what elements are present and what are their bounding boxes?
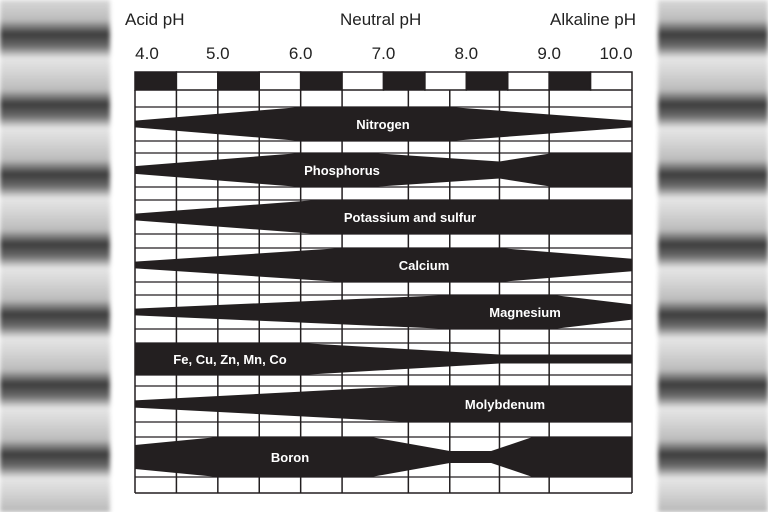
- ruler-segment: [341, 71, 385, 91]
- band-boron: [135, 437, 632, 477]
- blurred-background-left: [0, 0, 110, 512]
- band-label: Potassium and sulfur: [344, 210, 476, 225]
- x-tick-label: 10.0: [599, 44, 633, 63]
- band-label: Boron: [271, 450, 309, 465]
- band-phosphorus: [135, 153, 632, 187]
- band-calcium: [135, 248, 632, 282]
- band-label: Fe, Cu, Zn, Mn, Co: [173, 352, 286, 367]
- ruler-segment: [258, 71, 302, 91]
- band-fe-cu-zn-mn-co: [135, 343, 632, 375]
- ruler-segment: [465, 71, 509, 91]
- ruler-segment: [507, 71, 550, 91]
- band-potassium-and-sulfur: [135, 200, 632, 234]
- ruler-segment: [175, 71, 219, 91]
- ruler-segment: [299, 71, 343, 91]
- x-tick-label: 4.0: [135, 44, 159, 63]
- band-magnesium: [135, 295, 632, 329]
- band-label: Nitrogen: [356, 117, 410, 132]
- x-tick-label: 9.0: [537, 44, 561, 63]
- x-tick-label: 6.0: [288, 44, 313, 63]
- ruler-segment: [589, 71, 633, 91]
- neutral-ph-label: Neutral pH: [340, 10, 422, 29]
- band-molybdenum: [135, 386, 632, 422]
- x-tick-label: 5.0: [206, 44, 230, 63]
- alkaline-ph-label: Alkaline pH: [550, 10, 636, 29]
- band-label: Molybdenum: [465, 397, 545, 412]
- ruler-segment: [424, 71, 468, 91]
- band-label: Calcium: [399, 258, 450, 273]
- band-nitrogen: [135, 107, 632, 141]
- ruler-segment: [217, 71, 260, 91]
- band-label: Phosphorus: [304, 163, 380, 178]
- ruler-segment: [548, 71, 592, 91]
- acid-ph-label: Acid pH: [125, 10, 185, 29]
- x-tick-label: 8.0: [454, 44, 479, 63]
- ruler-segment: [382, 71, 426, 91]
- blurred-background-right: [658, 0, 768, 512]
- ruler-segment: [134, 71, 178, 91]
- band-label: Magnesium: [489, 305, 561, 320]
- x-tick-label: 7.0: [371, 44, 396, 63]
